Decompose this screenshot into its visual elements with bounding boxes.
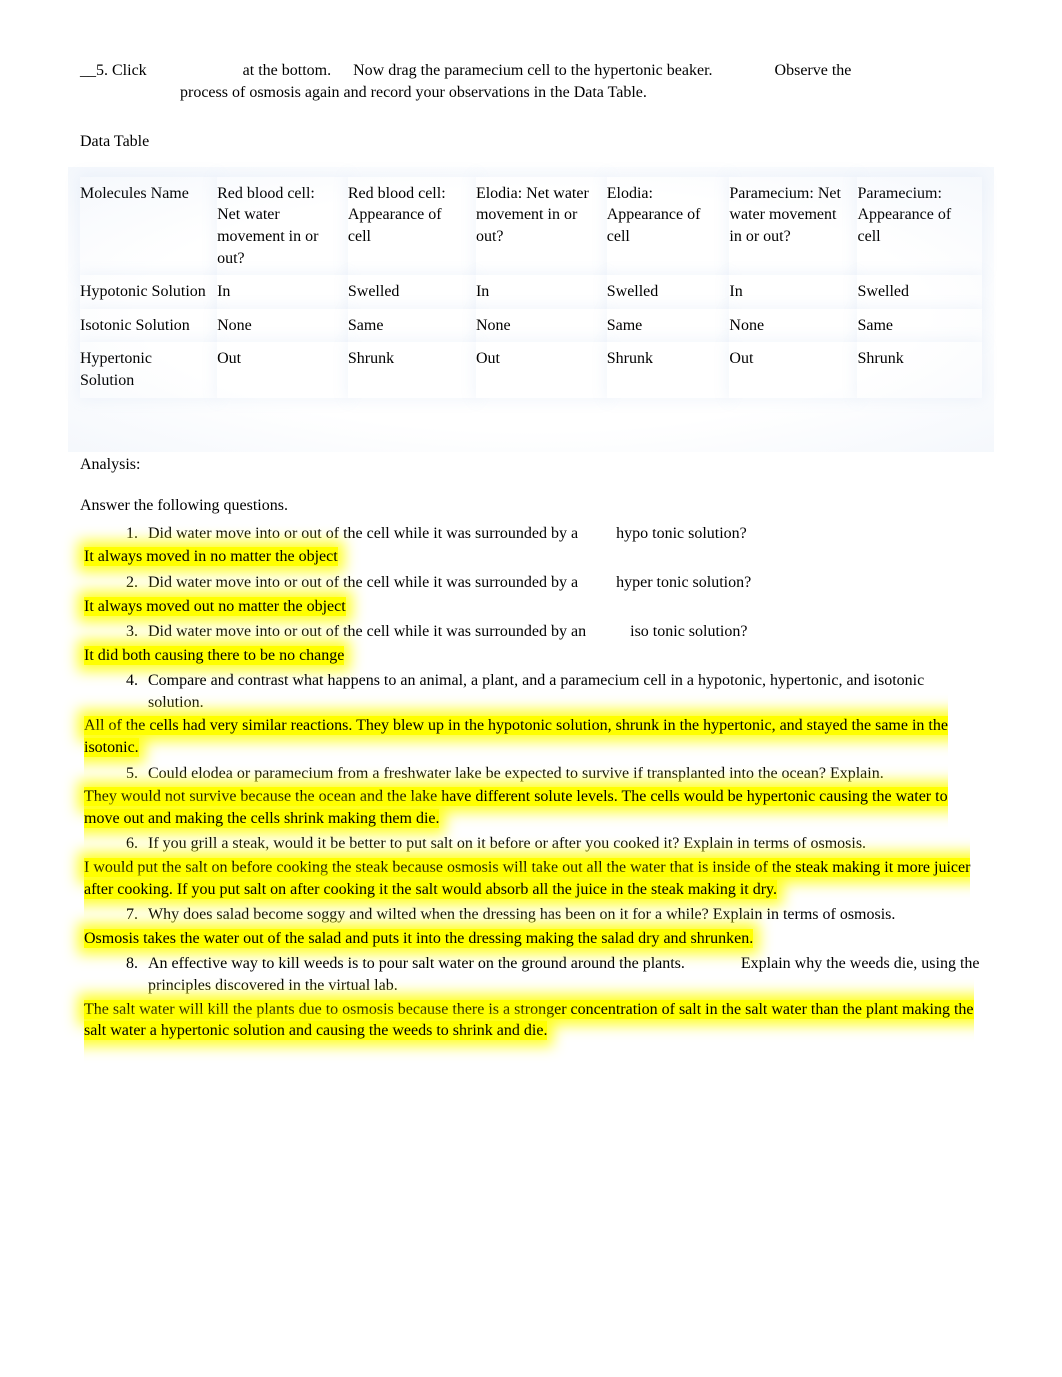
table-cell: None	[729, 309, 857, 343]
highlighted-answer: I would put the salt on before cooking t…	[84, 858, 970, 899]
question-item: If you grill a steak, would it be better…	[142, 833, 982, 855]
table-cell: Hypotonic Solution	[80, 275, 217, 309]
question-list: Did water move into or out of the cell w…	[80, 523, 982, 1042]
question-text: Did water move into or out of the cell w…	[148, 525, 747, 542]
question-text: Did water move into or out of the cell w…	[148, 574, 751, 591]
highlighted-answer: All of the cells had very similar reacti…	[84, 716, 948, 757]
question-text: Compare and contrast what happens to an …	[148, 672, 924, 711]
page: __5. Click at the bottom. Now drag the p…	[0, 0, 1062, 1106]
col-header: Paramecium: Appearance of cell	[857, 177, 982, 275]
table-cell: Out	[729, 342, 857, 397]
question-item: An effective way to kill weeds is to pou…	[142, 953, 982, 996]
table-cell: Hypertonic Solution	[80, 342, 217, 397]
step5-tail: Observe the	[775, 62, 852, 79]
table-cell: Same	[348, 309, 476, 343]
col-header: Molecules Name	[80, 177, 217, 275]
table-cell: None	[217, 309, 348, 343]
question-item: Compare and contrast what happens to an …	[142, 670, 982, 713]
table-cell: Shrunk	[348, 342, 476, 397]
table-cell: In	[729, 275, 857, 309]
table-cell: Swelled	[607, 275, 730, 309]
table-cell: None	[476, 309, 607, 343]
question-text: Why does salad become soggy and wilted w…	[148, 906, 895, 923]
answer-text: It always moved in no matter the object	[82, 546, 982, 568]
question-text: Did water move into or out of the cell w…	[148, 623, 747, 640]
table-cell: Same	[857, 309, 982, 343]
table-cell: In	[217, 275, 348, 309]
table-cell: Swelled	[857, 275, 982, 309]
question-text: Could elodea or paramecium from a freshw…	[148, 765, 884, 782]
answer-text: I would put the salt on before cooking t…	[82, 857, 982, 900]
table-cell: Swelled	[348, 275, 476, 309]
step5-mid1: at the bottom.	[243, 62, 331, 79]
highlighted-answer: It always moved out no matter the object	[84, 597, 346, 616]
table-row: Hypertonic Solution Out Shrunk Out Shrun…	[80, 342, 982, 397]
question-item: Did water move into or out of the cell w…	[142, 621, 982, 643]
question-text: If you grill a steak, would it be better…	[148, 835, 866, 852]
col-header: Elodia: Net water movement in or out?	[476, 177, 607, 275]
table-header-row: Molecules Name Red blood cell: Net water…	[80, 177, 982, 275]
col-header: Red blood cell: Net water movement in or…	[217, 177, 348, 275]
step5-mid2: Now drag the paramecium cell to the hype…	[353, 62, 712, 79]
answer-text: It did both causing there to be no chang…	[82, 645, 982, 667]
analysis-instruction: Answer the following questions.	[80, 495, 982, 517]
table-cell: Same	[607, 309, 730, 343]
highlighted-answer: They would not survive because the ocean…	[84, 787, 948, 828]
table-row: Hypotonic Solution In Swelled In Swelled…	[80, 275, 982, 309]
question-item: Did water move into or out of the cell w…	[142, 523, 982, 545]
question-item: Could elodea or paramecium from a freshw…	[142, 763, 982, 785]
table-cell: Isotonic Solution	[80, 309, 217, 343]
highlighted-answer: It always moved in no matter the object	[84, 547, 338, 566]
answer-text: Osmosis takes the water out of the salad…	[82, 928, 982, 950]
answer-text: They would not survive because the ocean…	[82, 786, 982, 829]
question-item: Did water move into or out of the cell w…	[142, 572, 982, 594]
data-table-title: Data Table	[80, 131, 982, 153]
step-5-instruction: __5. Click at the bottom. Now drag the p…	[80, 60, 982, 103]
data-table: Molecules Name Red blood cell: Net water…	[80, 177, 982, 398]
col-header: Red blood cell: Appearance of cell	[348, 177, 476, 275]
question-item: Why does salad become soggy and wilted w…	[142, 904, 982, 926]
col-header: Elodia: Appearance of cell	[607, 177, 730, 275]
question-text: An effective way to kill weeds is to pou…	[148, 955, 980, 994]
answer-text: The salt water will kill the plants due …	[82, 999, 982, 1042]
table-cell: Out	[476, 342, 607, 397]
col-header: Paramecium: Net water movement in or out…	[729, 177, 857, 275]
table-cell: In	[476, 275, 607, 309]
table-cell: Shrunk	[607, 342, 730, 397]
step5-prefix: __5. Click	[80, 62, 147, 79]
analysis-heading: Analysis:	[80, 454, 982, 476]
highlighted-answer: It did both causing there to be no chang…	[84, 646, 344, 665]
step5-continuation: process of osmosis again and record your…	[120, 82, 982, 104]
data-table-wrap: Molecules Name Red blood cell: Net water…	[80, 173, 982, 446]
table-row: Isotonic Solution None Same None Same No…	[80, 309, 982, 343]
highlighted-answer: The salt water will kill the plants due …	[84, 1000, 974, 1041]
answer-text: All of the cells had very similar reacti…	[82, 715, 982, 758]
answer-text: It always moved out no matter the object	[82, 596, 982, 618]
highlighted-answer: Osmosis takes the water out of the salad…	[84, 929, 753, 948]
table-cell: Shrunk	[857, 342, 982, 397]
table-cell: Out	[217, 342, 348, 397]
